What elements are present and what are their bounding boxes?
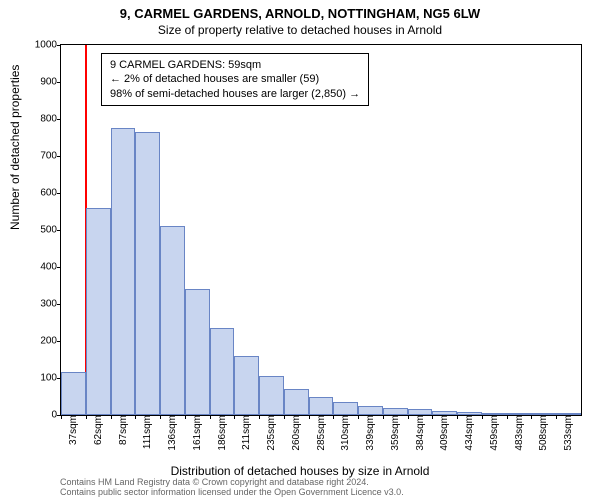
x-tick-mark [531,415,532,419]
x-tick-label: 533sqm [559,415,574,451]
info-line-3: 98% of semi-detached houses are larger (… [110,87,360,101]
x-tick-mark [185,415,186,419]
y-tick-mark [57,156,61,157]
x-tick-label: 111sqm [138,415,153,449]
x-tick-label: 384sqm [411,415,426,451]
x-tick-mark [160,415,161,419]
histogram-bar [61,372,86,415]
info-box: 9 CARMEL GARDENS: 59sqm ← 2% of detached… [101,53,369,106]
x-tick-label: 186sqm [213,415,228,451]
x-tick-mark [556,415,557,419]
x-tick-label: 260sqm [287,415,302,451]
x-tick-label: 459sqm [485,415,500,451]
histogram-bar [358,406,383,415]
info-line-1: 9 CARMEL GARDENS: 59sqm [110,58,360,72]
x-tick-mark [358,415,359,419]
x-tick-mark [86,415,87,419]
x-tick-label: 310sqm [336,415,351,451]
x-axis-label: Distribution of detached houses by size … [0,464,600,478]
histogram-bar [259,376,284,415]
y-tick-mark [57,267,61,268]
x-tick-mark [309,415,310,419]
histogram-bar [309,397,334,416]
x-tick-label: 285sqm [312,415,327,451]
histogram-bar [383,408,408,415]
histogram-bar [86,208,111,415]
x-tick-mark [507,415,508,419]
histogram-bar [333,402,358,415]
x-tick-mark [135,415,136,419]
y-axis-label: Number of detached properties [8,65,22,230]
chart-container: 9, CARMEL GARDENS, ARNOLD, NOTTINGHAM, N… [0,0,600,500]
y-tick-mark [57,230,61,231]
plot-area: 9 CARMEL GARDENS: 59sqm ← 2% of detached… [60,44,582,416]
histogram-bar [111,128,136,415]
y-tick-mark [57,82,61,83]
x-tick-mark [234,415,235,419]
x-tick-mark [333,415,334,419]
x-tick-label: 409sqm [435,415,450,451]
x-tick-label: 161sqm [188,415,203,451]
chart-subtitle: Size of property relative to detached ho… [0,21,600,37]
x-tick-label: 37sqm [64,415,79,445]
x-tick-label: 136sqm [163,415,178,451]
chart-title: 9, CARMEL GARDENS, ARNOLD, NOTTINGHAM, N… [0,0,600,21]
x-tick-mark [457,415,458,419]
x-tick-mark [408,415,409,419]
y-tick-mark [57,341,61,342]
y-tick-mark [57,45,61,46]
x-tick-mark [111,415,112,419]
x-tick-mark [482,415,483,419]
x-tick-label: 87sqm [114,415,129,445]
x-tick-label: 434sqm [460,415,475,451]
x-tick-mark [432,415,433,419]
histogram-bar [135,132,160,415]
y-tick-mark [57,193,61,194]
x-tick-label: 339sqm [361,415,376,451]
x-tick-label: 359sqm [386,415,401,451]
x-tick-label: 211sqm [237,415,252,450]
x-tick-label: 62sqm [89,415,104,445]
histogram-bar [284,389,309,415]
x-tick-label: 235sqm [262,415,277,451]
histogram-bar [160,226,185,415]
info-line-2: ← 2% of detached houses are smaller (59) [110,72,360,86]
x-tick-mark [61,415,62,419]
histogram-bar [234,356,259,415]
histogram-bar [210,328,235,415]
x-tick-label: 483sqm [510,415,525,451]
footer-line-2: Contains public sector information licen… [60,488,404,498]
x-tick-label: 508sqm [534,415,549,451]
y-tick-mark [57,304,61,305]
x-tick-mark [284,415,285,419]
x-tick-mark [259,415,260,419]
x-tick-mark [383,415,384,419]
footer: Contains HM Land Registry data © Crown c… [60,478,404,498]
y-tick-mark [57,119,61,120]
x-tick-mark [210,415,211,419]
histogram-bar [185,289,210,415]
